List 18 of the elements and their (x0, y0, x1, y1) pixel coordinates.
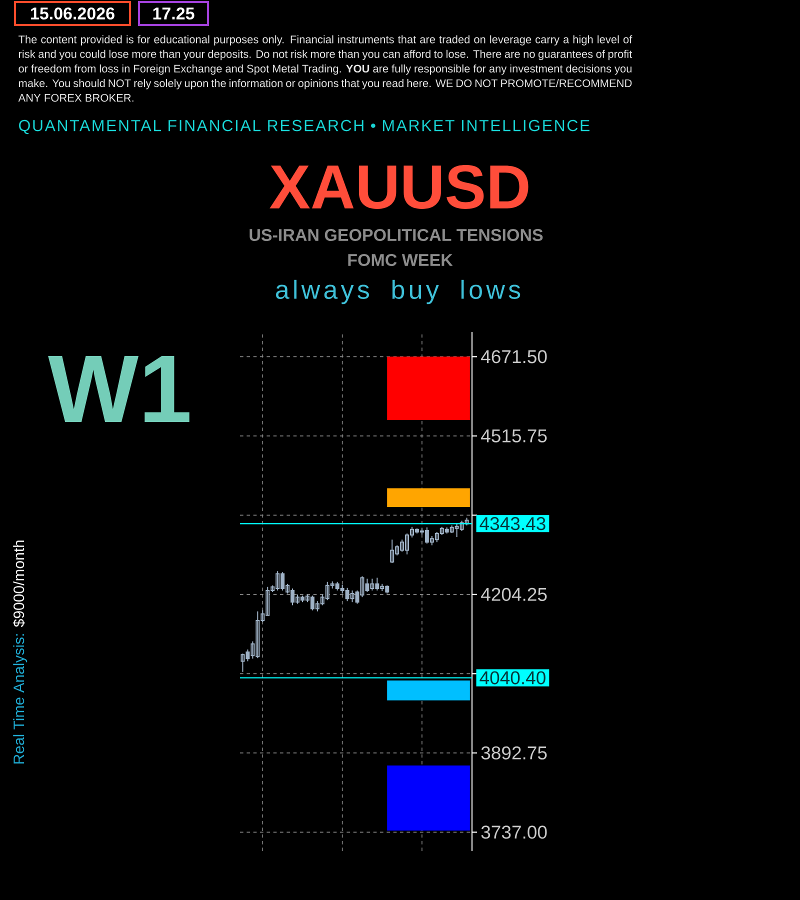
text: 17.25 (153, 7, 194, 20)
text: $9000/month (12, 540, 26, 628)
text: FOMC WEEK (348, 254, 453, 266)
y-tick-label: 4515.75 (481, 429, 547, 442)
text: Real Time Analysis: (13, 634, 28, 764)
chart-title: XAUUSD (270, 165, 528, 209)
text: QUANTAMENTAL FINANCIAL RESEARCH • MARKET INTELLIGENCE (19, 120, 590, 134)
ref-line-label: 4040.40 (480, 671, 546, 684)
text: 15.06.2026 (31, 7, 114, 20)
y-tick-label: 4671.50 (481, 350, 547, 364)
chart-subtitle: US-IRAN GEOPOLITICAL TENSIONS (250, 228, 543, 242)
y-tick-label: 4204.25 (481, 588, 547, 601)
text: The content provided is for educational purposes only. Financial instruments that are traded on leverage carry a high level of risk and you could lose more than your deposits. Do not risk more than you can afford to lose. There are no guarantees of profit or freedom from loss in Foreign Exchange and Spot Metal Trading. YOU are fully responsible for any investment decisions you make. You should NOT rely solely upon the information or opinions that you read here. WE DO NOT PROMOTE/RECOMMEND ANY FOREX BROKER. (18, 35, 632, 102)
text: W1 (48, 356, 190, 422)
y-tick-label: 3737.00 (481, 826, 547, 839)
y-tick-label: 3892.75 (481, 746, 547, 760)
text: always buy lows (276, 280, 520, 304)
ref-line-label: 4343.43 (480, 517, 546, 530)
